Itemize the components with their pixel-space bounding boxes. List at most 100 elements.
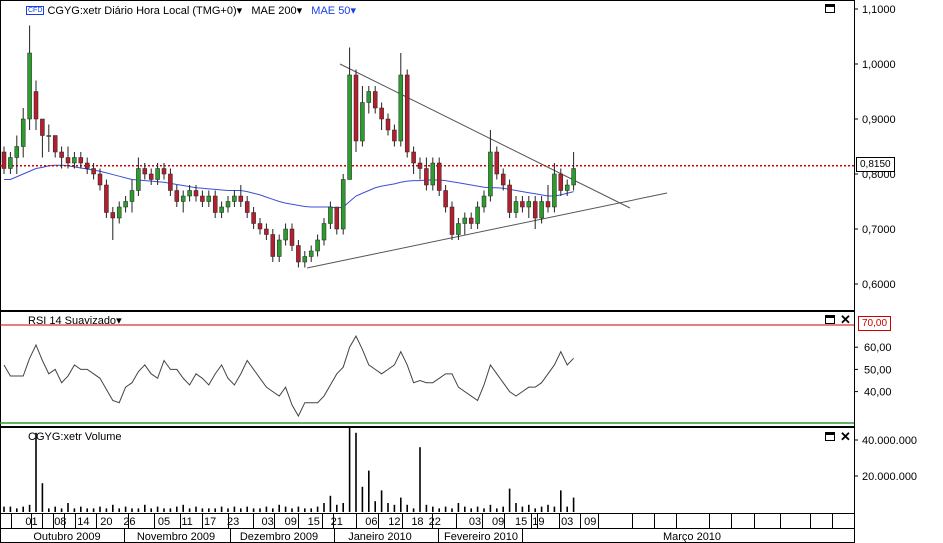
candle-body xyxy=(78,157,84,164)
candle-body xyxy=(449,206,455,235)
rsi-panel-maximize-icon[interactable] xyxy=(825,315,835,324)
candle-body xyxy=(436,162,442,191)
candle-body xyxy=(270,234,276,257)
date-day-tick-label: 19 xyxy=(532,516,544,528)
candle-body xyxy=(276,239,282,257)
candle-body xyxy=(155,168,160,180)
volume-panel-maximize-icon[interactable] xyxy=(825,432,835,441)
date-day-tick-label: 12 xyxy=(388,516,400,528)
volume-panel-close-icon[interactable]: ✕ xyxy=(840,429,851,444)
candle-body xyxy=(366,91,372,103)
date-day-tick-label: 21 xyxy=(331,516,343,528)
date-day-tick-label: 23 xyxy=(227,516,239,528)
candle-body xyxy=(27,52,32,120)
candle-body xyxy=(244,201,250,213)
candle-body xyxy=(328,206,333,224)
price-tick-label: 1,1000 xyxy=(862,4,896,16)
candle-body xyxy=(488,151,493,197)
date-day-tick-label: 08 xyxy=(54,516,66,528)
resistance-trendline xyxy=(339,63,631,209)
candle-body xyxy=(219,206,224,213)
candle-body xyxy=(65,157,71,164)
candle-body xyxy=(398,74,404,142)
candle-body xyxy=(526,201,532,208)
rsi-line xyxy=(3,335,574,418)
price-axis: 0,6000 0,7000 0,8000 0,9000 1,0000 1,1000 xyxy=(854,4,896,291)
candle-body xyxy=(59,151,64,158)
date-day-tick-label: 22 xyxy=(429,516,441,528)
candle-body xyxy=(571,168,576,186)
candle-body xyxy=(404,74,410,153)
date-month-tick-label: Março 2010 xyxy=(663,531,721,543)
date-month-tick-label: Outubro 2009 xyxy=(33,531,100,543)
candle-body xyxy=(385,118,391,131)
mae50-layer xyxy=(4,164,574,209)
candle-body xyxy=(308,250,314,257)
symbol-label[interactable]: CGYG:xetr Diário Hora Local (TMG+0) xyxy=(47,5,237,17)
volume-tick-label: 40.000.000 xyxy=(862,435,917,447)
candle-body xyxy=(116,206,122,219)
volume-panel-header: CGYG:xetr Volume xyxy=(28,431,122,443)
candle-body xyxy=(296,245,301,263)
candle-body xyxy=(456,223,461,235)
candle-body xyxy=(347,74,352,180)
mae50-dropdown-icon[interactable]: ▾ xyxy=(350,5,356,17)
candles-layer xyxy=(1,25,576,268)
support-trendline xyxy=(306,192,668,269)
candle-body xyxy=(462,217,468,224)
candle-body xyxy=(532,201,538,219)
mae50-label[interactable]: MAE 50 xyxy=(311,5,351,17)
candle-body xyxy=(507,184,512,213)
candle-body xyxy=(251,212,256,224)
price-tick-label: 0,9000 xyxy=(862,114,896,126)
cfd-badge: CFD xyxy=(26,6,45,15)
candle-body xyxy=(72,157,77,164)
candle-body xyxy=(232,195,237,202)
candle-body xyxy=(302,256,308,263)
rsi-panel-close-icon[interactable]: ✕ xyxy=(840,312,851,327)
candle-body xyxy=(174,190,180,202)
candle-body xyxy=(168,173,173,191)
date-day-tick-label: 09 xyxy=(492,516,504,528)
candle-body xyxy=(91,168,96,175)
candle-body xyxy=(142,168,148,175)
date-day-tick-label: 14 xyxy=(77,516,89,528)
rsi-tick-label: 50,00 xyxy=(864,364,892,376)
candle-body xyxy=(104,184,109,213)
date-day-tick-label: 03 xyxy=(469,516,481,528)
rsi-title[interactable]: RSI 14 Suavizado xyxy=(28,315,117,327)
rsi-dropdown-icon[interactable]: ▾ xyxy=(116,315,122,327)
volume-layer: 20.000.000 40.000.000 xyxy=(3,427,917,512)
date-day-tick-label: 20 xyxy=(100,516,112,528)
date-day-tick-label: 15 xyxy=(308,516,320,528)
price-panel-header: CFD CGYG:xetr Diário Hora Local (TMG+0)▾… xyxy=(26,4,356,17)
rsi-tick-label: 60,00 xyxy=(864,342,892,354)
price-panel-maximize-icon[interactable] xyxy=(825,4,835,13)
mae50-line xyxy=(4,164,574,209)
candle-body xyxy=(334,206,340,230)
candle-body xyxy=(225,201,231,208)
candle-body xyxy=(84,162,90,169)
volume-title[interactable]: CGYG:xetr Volume xyxy=(28,431,122,443)
mae200-dropdown-icon[interactable]: ▾ xyxy=(296,5,303,17)
candle-body xyxy=(110,212,116,219)
price-tick-label: 0,8000 xyxy=(862,169,896,181)
date-month-tick-label: Fevereiro 2010 xyxy=(444,531,518,543)
candle-body xyxy=(392,129,397,142)
symbol-dropdown-icon[interactable]: ▾ xyxy=(236,5,243,17)
rsi-tick-label: 40,00 xyxy=(864,387,892,399)
date-day-tick-label: 11 xyxy=(181,516,192,528)
rsi-layer: 40,00 50,00 60,00 xyxy=(0,324,892,424)
candle-body xyxy=(379,107,384,120)
candle-body xyxy=(200,195,205,202)
candle-body xyxy=(481,195,487,208)
candle-body xyxy=(20,118,26,147)
date-day-tick-label: 26 xyxy=(123,516,135,528)
candle-body xyxy=(206,195,212,202)
candle-body xyxy=(8,157,13,169)
mae200-label[interactable]: MAE 200 xyxy=(251,5,297,17)
date-day-tick-label: 05 xyxy=(158,516,170,528)
price-panel-frame xyxy=(0,0,855,311)
date-axis: 01 08 14 20 26 05 11 17 23 03 09 15 21 06 12 18 22 03 09 15… xyxy=(0,514,854,543)
